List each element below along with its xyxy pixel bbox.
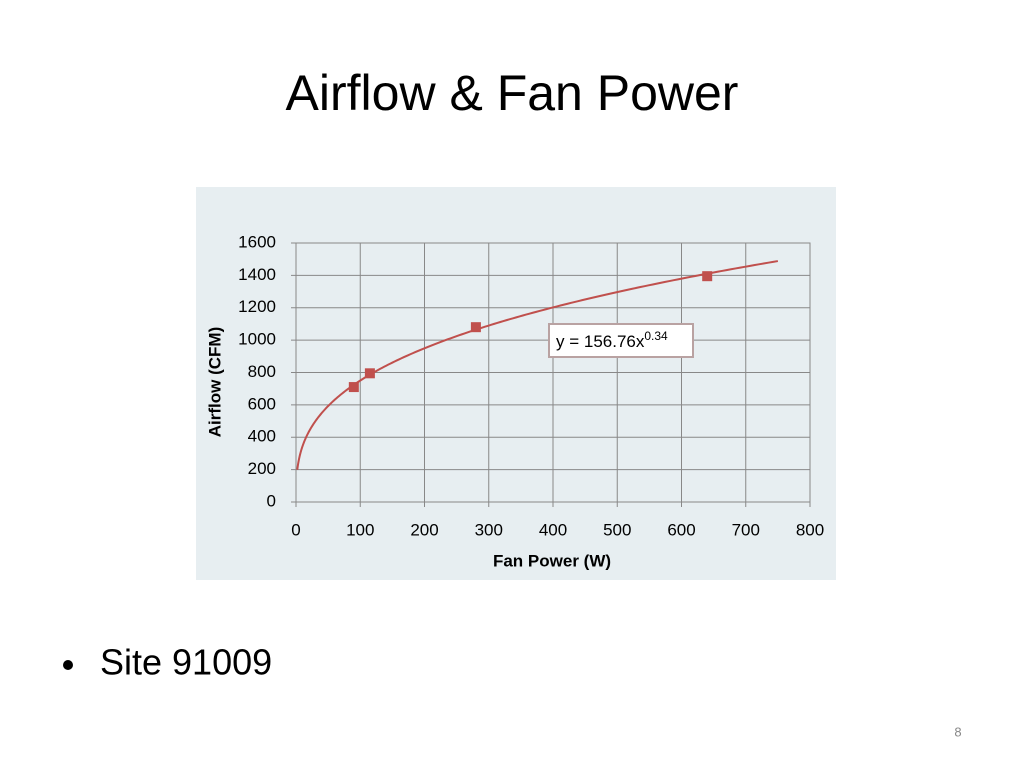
data-point (364, 368, 375, 379)
x-tick-label: 300 (475, 520, 503, 539)
y-tick-label: 1200 (238, 297, 276, 316)
y-tick-label: 200 (248, 459, 276, 478)
x-tick-label: 600 (667, 520, 695, 539)
bullet-text: Site 91009 (100, 642, 272, 683)
y-tick-label: 1400 (238, 265, 276, 284)
equation-text: y = 156.76x (556, 332, 645, 351)
y-axis-title: Airflow (CFM) (205, 327, 224, 437)
bullet-dot (63, 660, 73, 670)
trendline-equation: y = 156.76x0.34 (556, 329, 668, 351)
x-tick-label: 100 (346, 520, 374, 539)
y-tick-label: 400 (248, 427, 276, 446)
x-tick-label: 400 (539, 520, 567, 539)
y-tick-label: 600 (248, 394, 276, 413)
y-tick-label: 1600 (238, 232, 276, 251)
x-tick-label: 800 (796, 520, 824, 539)
x-axis-title: Fan Power (W) (493, 551, 611, 570)
x-tick-label: 0 (291, 520, 300, 539)
slide-title: Airflow & Fan Power (286, 65, 739, 121)
plot-frame (295, 242, 811, 503)
equation-box (548, 323, 694, 358)
x-tick-label: 700 (732, 520, 760, 539)
data-point (348, 382, 359, 393)
chart-area (196, 187, 836, 580)
data-point (702, 271, 713, 282)
x-tick-label: 200 (410, 520, 438, 539)
equation-exponent: 0.34 (644, 329, 668, 343)
y-tick-label: 800 (248, 362, 276, 381)
page-number: 8 (954, 724, 961, 739)
y-tick-label: 0 (267, 491, 276, 510)
trendline (296, 260, 779, 470)
data-point (470, 322, 481, 333)
y-tick-label: 1000 (238, 330, 276, 349)
x-tick-label: 500 (603, 520, 631, 539)
